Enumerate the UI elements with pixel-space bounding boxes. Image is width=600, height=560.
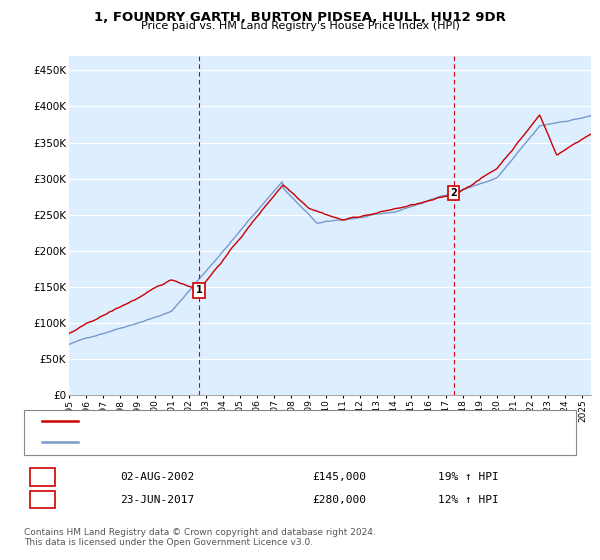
Text: 1: 1: [39, 472, 46, 482]
Text: 1: 1: [196, 285, 202, 295]
Text: 19% ↑ HPI: 19% ↑ HPI: [438, 472, 499, 482]
Text: 02-AUG-2002: 02-AUG-2002: [120, 472, 194, 482]
Text: 2: 2: [450, 188, 457, 198]
Text: HPI: Average price, detached house, East Riding of Yorkshire: HPI: Average price, detached house, East…: [87, 437, 383, 447]
Text: Contains HM Land Registry data © Crown copyright and database right 2024.
This d: Contains HM Land Registry data © Crown c…: [24, 528, 376, 547]
Text: £280,000: £280,000: [312, 494, 366, 505]
Text: 12% ↑ HPI: 12% ↑ HPI: [438, 494, 499, 505]
Text: 1, FOUNDRY GARTH, BURTON PIDSEA, HULL, HU12 9DR (detached house): 1, FOUNDRY GARTH, BURTON PIDSEA, HULL, H…: [87, 416, 447, 426]
Text: 2: 2: [39, 494, 46, 505]
Text: £145,000: £145,000: [312, 472, 366, 482]
Text: 1, FOUNDRY GARTH, BURTON PIDSEA, HULL, HU12 9DR: 1, FOUNDRY GARTH, BURTON PIDSEA, HULL, H…: [94, 11, 506, 24]
Text: 23-JUN-2017: 23-JUN-2017: [120, 494, 194, 505]
Text: Price paid vs. HM Land Registry's House Price Index (HPI): Price paid vs. HM Land Registry's House …: [140, 21, 460, 31]
